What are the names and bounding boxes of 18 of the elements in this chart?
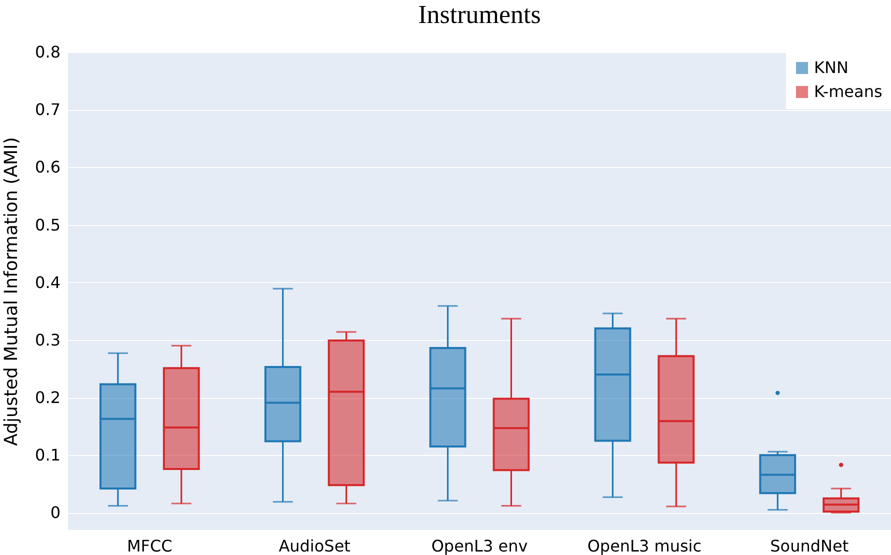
- y-tick-label: 0.7: [35, 100, 60, 120]
- legend-label: K-means: [814, 82, 882, 101]
- y-tick-label: 0.2: [35, 388, 60, 408]
- y-tick-label: 0.3: [35, 330, 60, 350]
- y-axis-title: Adjusted Mutual Information (AMI): [1, 137, 22, 446]
- chart-title: Instruments: [418, 0, 541, 29]
- y-tick-label: 0: [50, 503, 60, 522]
- x-tick-label: MFCC: [126, 536, 172, 555]
- x-tick-label: AudioSet: [278, 536, 350, 555]
- y-tick-label: 0.8: [35, 42, 60, 62]
- y-tick-label: 0.1: [35, 446, 60, 465]
- y-tick-label: 0.4: [35, 272, 60, 292]
- legend-label: KNN: [814, 58, 848, 77]
- x-tick-label: OpenL3 env: [431, 536, 528, 555]
- y-tick-label: 0.5: [35, 215, 60, 234]
- x-tick-label: OpenL3 music: [587, 536, 702, 555]
- x-tick-label: SoundNet: [770, 536, 849, 555]
- y-tick-label: 0.6: [35, 158, 60, 177]
